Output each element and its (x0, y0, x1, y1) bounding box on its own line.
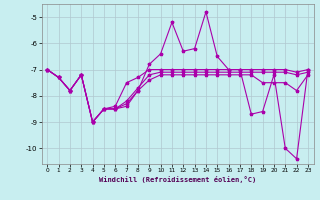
X-axis label: Windchill (Refroidissement éolien,°C): Windchill (Refroidissement éolien,°C) (99, 176, 256, 183)
